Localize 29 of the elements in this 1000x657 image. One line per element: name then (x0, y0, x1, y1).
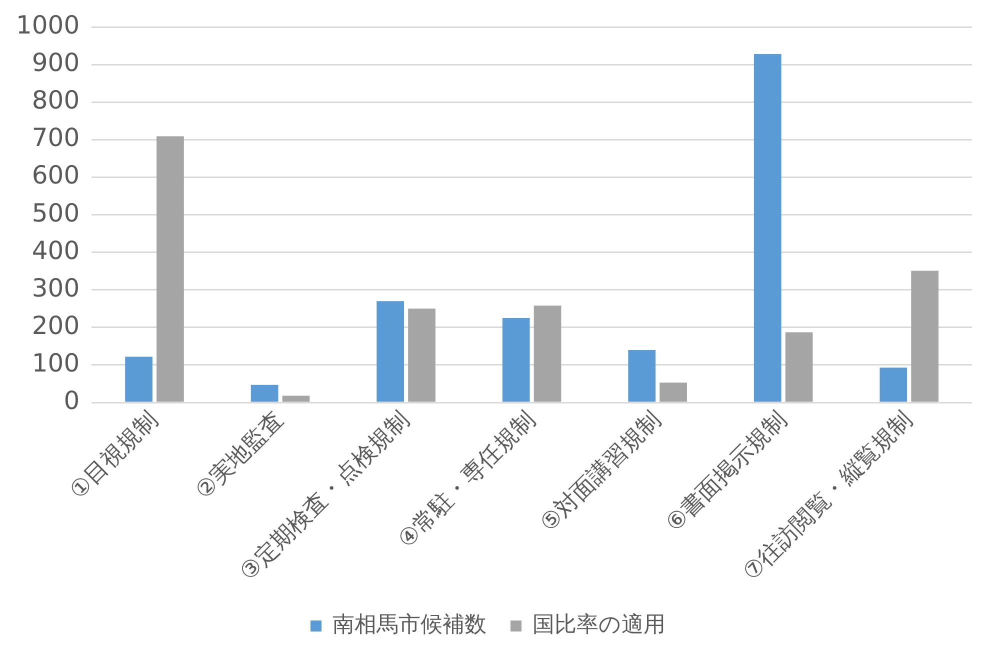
y-tick-label: 500 (32, 198, 80, 228)
legend-label: 国比率の適用 (532, 612, 666, 638)
bar (156, 136, 184, 402)
x-tick-label: ⑤対面講習規制 (535, 406, 666, 537)
bar (250, 384, 278, 402)
x-tick-label: ②実地監査 (190, 406, 289, 504)
bar (282, 396, 310, 402)
bar (880, 368, 908, 402)
bar (408, 308, 436, 402)
bar (911, 270, 939, 402)
bar (660, 382, 687, 402)
legend-label: 南相馬市候補数 (332, 612, 486, 638)
bar (754, 54, 782, 402)
y-tick-label: 300 (32, 273, 80, 302)
bar (376, 301, 404, 402)
y-tick-label: 0 (64, 386, 80, 416)
y-tick-label: 600 (32, 160, 80, 190)
y-tick-label: 700 (32, 123, 80, 152)
bar (534, 306, 562, 402)
y-tick-label: 100 (32, 348, 80, 378)
y-tick-label: 1000 (16, 10, 80, 40)
y-tick-label: 900 (32, 48, 80, 78)
y-tick-label: 200 (32, 310, 80, 340)
bar (125, 356, 152, 402)
y-tick-label: 800 (32, 86, 80, 115)
bar (785, 332, 813, 402)
y-tick-label: 400 (32, 236, 80, 265)
bar (628, 350, 656, 402)
bar (502, 318, 530, 402)
